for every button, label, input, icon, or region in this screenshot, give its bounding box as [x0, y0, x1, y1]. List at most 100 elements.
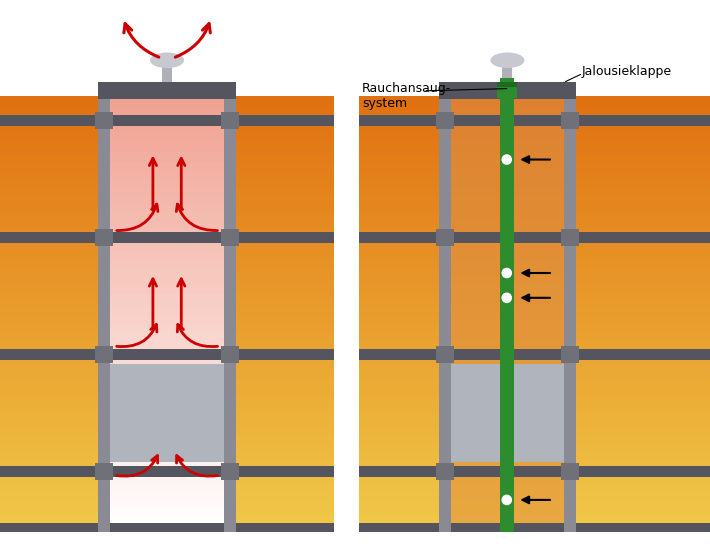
Ellipse shape: [150, 52, 184, 68]
Bar: [359, 130, 709, 135]
Bar: [359, 485, 709, 489]
FancyArrowPatch shape: [176, 204, 217, 230]
Bar: [359, 232, 709, 243]
FancyArrowPatch shape: [523, 270, 550, 276]
Bar: [359, 351, 709, 355]
Bar: [451, 334, 564, 341]
Bar: [497, 83, 517, 98]
Bar: [1, 472, 334, 476]
Bar: [359, 364, 709, 368]
Bar: [1, 230, 334, 234]
Bar: [110, 310, 224, 316]
Bar: [359, 507, 709, 511]
Bar: [1, 485, 334, 489]
Bar: [451, 413, 564, 420]
Bar: [110, 507, 224, 512]
Bar: [1, 372, 334, 377]
Bar: [95, 229, 113, 246]
Bar: [110, 201, 224, 206]
Bar: [359, 459, 709, 464]
Bar: [500, 78, 514, 532]
Bar: [359, 355, 709, 360]
Bar: [1, 355, 334, 360]
Bar: [110, 212, 224, 217]
Bar: [1, 165, 334, 169]
Bar: [359, 412, 709, 416]
Text: Jalousieklappe: Jalousieklappe: [582, 65, 672, 78]
Bar: [1, 282, 334, 286]
Bar: [110, 364, 224, 462]
Bar: [359, 390, 709, 394]
Bar: [359, 329, 709, 334]
Bar: [110, 370, 224, 376]
Bar: [359, 269, 709, 273]
Bar: [110, 283, 224, 288]
Bar: [110, 158, 224, 163]
Bar: [451, 435, 564, 442]
Bar: [1, 178, 334, 182]
Bar: [110, 180, 224, 185]
Bar: [359, 260, 709, 264]
Bar: [451, 182, 564, 189]
Bar: [1, 437, 334, 442]
Bar: [359, 511, 709, 515]
Bar: [110, 501, 224, 507]
Bar: [110, 206, 224, 212]
Bar: [359, 104, 709, 109]
Bar: [359, 239, 709, 243]
Bar: [1, 117, 334, 122]
Bar: [359, 109, 709, 113]
Bar: [1, 334, 334, 338]
Bar: [1, 511, 334, 515]
Bar: [1, 299, 334, 304]
Bar: [110, 152, 224, 158]
Bar: [110, 125, 224, 130]
Bar: [110, 196, 224, 201]
Bar: [451, 175, 564, 182]
FancyArrowPatch shape: [175, 23, 210, 57]
Bar: [359, 377, 709, 381]
Bar: [359, 304, 709, 308]
Bar: [110, 147, 224, 152]
Bar: [110, 479, 224, 485]
Bar: [359, 498, 709, 502]
Bar: [451, 355, 564, 363]
Bar: [110, 425, 224, 430]
Bar: [451, 103, 564, 110]
Bar: [1, 113, 334, 117]
Bar: [451, 211, 564, 218]
Bar: [110, 463, 224, 468]
Bar: [451, 124, 564, 132]
Bar: [359, 286, 709, 290]
FancyArrowPatch shape: [178, 158, 185, 210]
Bar: [110, 365, 224, 370]
Bar: [451, 161, 564, 168]
Bar: [359, 139, 709, 143]
Bar: [1, 0, 709, 96]
Bar: [1, 446, 334, 450]
Bar: [359, 152, 709, 156]
Bar: [1, 126, 334, 130]
Bar: [1, 312, 334, 316]
Bar: [1, 161, 334, 165]
Circle shape: [502, 269, 511, 277]
Bar: [451, 290, 564, 298]
Bar: [451, 406, 564, 413]
Bar: [359, 407, 709, 412]
Bar: [451, 146, 564, 153]
Bar: [1, 243, 334, 247]
Bar: [451, 364, 564, 462]
Bar: [359, 191, 709, 195]
Bar: [110, 343, 224, 348]
Bar: [1, 394, 334, 399]
Bar: [110, 468, 224, 474]
Bar: [359, 360, 709, 364]
Bar: [334, 0, 359, 546]
Bar: [359, 161, 709, 165]
Bar: [359, 494, 709, 498]
Bar: [359, 199, 709, 204]
Bar: [1, 269, 334, 273]
Bar: [359, 433, 709, 437]
Bar: [1, 515, 334, 520]
Bar: [359, 347, 709, 351]
